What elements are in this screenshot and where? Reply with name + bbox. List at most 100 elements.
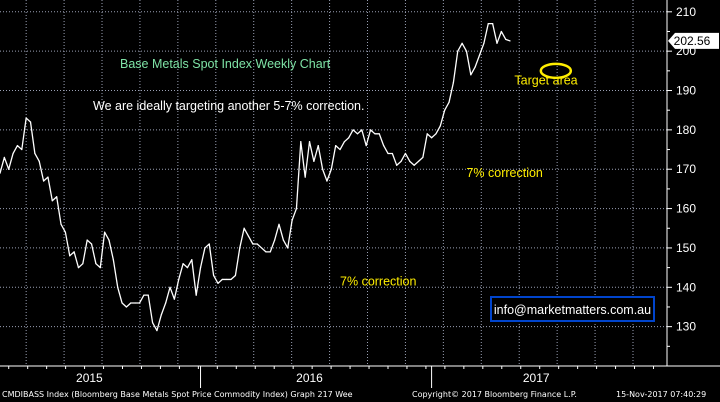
price-point	[243, 227, 245, 229]
price-point	[444, 109, 446, 111]
price-point	[435, 133, 437, 135]
price-point	[191, 259, 193, 261]
price-point	[374, 133, 376, 135]
price-point	[317, 145, 319, 147]
price-point	[138, 302, 141, 304]
y-tick-label: 150	[676, 241, 696, 255]
price-point	[282, 239, 284, 241]
price-point	[369, 129, 372, 131]
last-value-marker	[668, 32, 719, 49]
price-point	[409, 160, 411, 162]
price-point	[457, 50, 459, 52]
price-point	[365, 145, 367, 147]
price-point	[130, 302, 132, 304]
price-point	[0, 172, 1, 174]
price-point	[156, 329, 158, 332]
price-point	[465, 50, 468, 52]
price-point	[260, 247, 263, 249]
price-point	[143, 294, 145, 296]
price-point	[474, 66, 476, 68]
price-point	[186, 267, 189, 269]
price-point	[169, 286, 171, 288]
price-point	[295, 207, 298, 210]
price-point	[38, 160, 40, 162]
watermark-text: info@marketmatters.com.au	[494, 303, 651, 317]
chart-title: Base Metals Spot Index Weekly Chart	[120, 57, 331, 71]
price-point	[117, 286, 119, 288]
chart-subtitle: We are ideally targeting another 5-7% co…	[93, 99, 364, 113]
price-point	[452, 82, 454, 84]
price-point	[134, 302, 136, 304]
annotation-label: 7% correction	[466, 166, 542, 180]
price-point	[56, 196, 58, 198]
price-point	[230, 278, 232, 281]
price-point	[147, 294, 149, 296]
price-point	[417, 160, 420, 162]
chart-footer: CMDIBASS Index (Bloomberg Base Metals Sp…	[0, 388, 720, 402]
price-point	[21, 148, 23, 151]
footer-left: CMDIBASS Index (Bloomberg Base Metals Sp…	[2, 390, 353, 399]
y-tick-label: 140	[676, 280, 696, 294]
price-point	[265, 251, 267, 253]
price-point	[86, 239, 88, 241]
price-point	[461, 42, 463, 44]
y-tick-label: 170	[676, 162, 696, 176]
price-point	[448, 101, 450, 103]
price-point	[173, 298, 175, 300]
price-point	[326, 180, 328, 182]
price-point	[34, 152, 36, 155]
price-point	[51, 200, 53, 202]
price-point	[356, 133, 359, 135]
price-point	[439, 125, 441, 127]
price-point	[383, 145, 385, 147]
price-point	[322, 168, 324, 170]
price-point	[492, 23, 494, 25]
price-point	[8, 168, 10, 170]
price-point	[99, 267, 101, 269]
price-point	[352, 129, 354, 131]
price-point	[274, 239, 276, 241]
price-point	[217, 282, 219, 284]
price-point	[505, 38, 507, 40]
price-point	[69, 255, 71, 257]
y-tick-label: 210	[676, 5, 696, 19]
price-point	[90, 243, 93, 245]
last-value-label: 202.56	[674, 34, 711, 48]
price-point	[82, 263, 84, 265]
price-point	[125, 306, 128, 308]
target-area-ellipse	[539, 62, 573, 80]
price-point	[25, 117, 27, 119]
price-point	[304, 176, 306, 178]
price-point	[165, 302, 167, 304]
price-point	[478, 54, 481, 56]
price-point	[178, 278, 180, 281]
price-point	[278, 223, 280, 225]
price-point	[16, 145, 19, 147]
year-label: 2015	[76, 371, 103, 385]
price-point	[112, 259, 114, 261]
footer-timestamp: 15-Nov-2017 07:40:29	[616, 390, 707, 399]
watermark-box	[490, 296, 655, 322]
price-point	[3, 156, 5, 159]
price-point	[256, 243, 258, 245]
price-point	[77, 267, 80, 269]
annotation-group: Base Metals Spot Index Weekly Chart We ar…	[93, 57, 655, 322]
price-point	[426, 133, 428, 135]
price-point	[496, 42, 498, 44]
price-point	[151, 322, 154, 324]
year-label: 2016	[296, 371, 323, 385]
y-tick-label: 160	[676, 202, 696, 216]
series-group	[0, 22, 511, 332]
price-point	[60, 223, 62, 225]
price-point	[73, 251, 75, 253]
price-point	[396, 164, 398, 166]
price-point	[400, 160, 402, 162]
price-point	[204, 247, 206, 249]
price-point	[12, 152, 14, 155]
footer-copyright: Copyright© 2017 Bloomberg Finance L.P.	[412, 390, 577, 399]
price-point	[121, 302, 123, 304]
price-point	[182, 263, 184, 265]
price-point	[208, 243, 210, 245]
price-point	[226, 278, 228, 281]
price-point	[348, 137, 350, 139]
